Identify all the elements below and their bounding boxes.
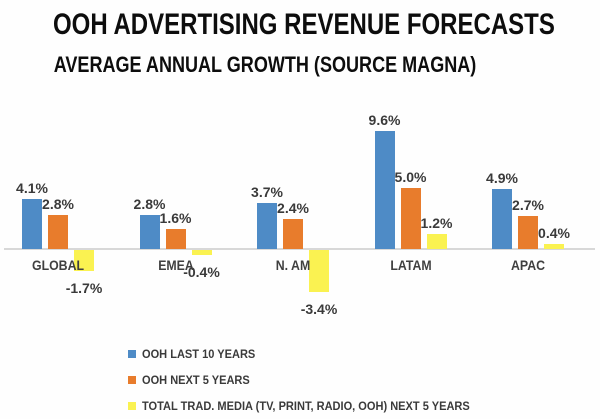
bar-ooh-next-5-years-apac — [518, 215, 538, 249]
legend-label-total-trad-media: TOTAL TRAD. MEDIA (TV, PRINT, RADIO, OOH… — [142, 399, 470, 413]
value-label-total-trad-media-n-am: -3.4% — [300, 300, 338, 317]
bar-total-trad-media-latam — [426, 234, 447, 249]
bar-ooh-next-5-years-global — [48, 214, 68, 249]
legend-swatch-total-trad-media — [128, 402, 136, 410]
legend-swatch-ooh-last-10-years — [128, 350, 136, 358]
value-label-total-trad-media-emea: -0.4% — [183, 263, 220, 280]
chart-header: OOH ADVERTISING REVENUE FORECASTS AVERAG… — [0, 8, 555, 77]
category-label-n-am: N. AM — [275, 257, 311, 273]
bar-ooh-last-10-years-n-am — [257, 203, 277, 249]
bar-ooh-next-5-years-latam — [400, 187, 421, 249]
value-label-ooh-next-5-years-latam: 5.0% — [394, 168, 427, 185]
bar-total-trad-media-apac — [544, 244, 564, 249]
chart-subtitle: AVERAGE ANNUAL GROWTH (SOURCE MAGNA) — [53, 52, 477, 77]
value-label-ooh-next-5-years-apac: 2.7% — [512, 196, 544, 213]
value-label-total-trad-media-latam: 1.2% — [420, 215, 453, 232]
value-label-ooh-next-5-years-global: 2.8% — [42, 195, 74, 212]
bar-ooh-last-10-years-apac — [492, 188, 512, 249]
category-label-apac: APAC — [510, 257, 545, 273]
bar-ooh-next-5-years-n-am — [283, 219, 303, 249]
value-label-ooh-last-10-years-n-am: 3.7% — [251, 184, 283, 201]
category-label-emea: EMEA — [157, 257, 194, 273]
bar-ooh-last-10-years-latam — [374, 130, 395, 249]
x-axis-line — [4, 248, 595, 250]
bar-ooh-last-10-years-global — [22, 198, 42, 249]
legend-label-ooh-last-10-years: OOH LAST 10 YEARS — [142, 347, 256, 361]
legend-swatch-ooh-next-5-years — [128, 376, 136, 384]
bar-ooh-last-10-years-emea — [139, 214, 160, 249]
value-label-total-trad-media-apac: 0.4% — [538, 225, 570, 242]
value-label-ooh-last-10-years-emea: 2.8% — [133, 195, 166, 212]
value-label-total-trad-media-global: -1.7% — [65, 279, 103, 296]
bar-total-trad-media-global — [74, 250, 94, 271]
bar-total-trad-media-emea — [191, 250, 212, 255]
legend: OOH LAST 10 YEARS OOH NEXT 5 YEARS TOTAL T… — [128, 346, 498, 419]
value-label-ooh-last-10-years-apac: 4.9% — [486, 169, 518, 186]
legend-item-ooh-last-10-years: OOH LAST 10 YEARS — [128, 346, 498, 362]
category-label-global: GLOBAL — [31, 257, 85, 273]
value-label-ooh-last-10-years-latam: 9.6% — [368, 111, 401, 128]
category-label-latam: LATAM — [389, 257, 432, 273]
value-label-ooh-next-5-years-emea: 1.6% — [159, 210, 192, 227]
value-label-ooh-last-10-years-global: 4.1% — [16, 179, 48, 196]
bar-total-trad-media-n-am — [309, 250, 329, 292]
legend-label-ooh-next-5-years: OOH NEXT 5 YEARS — [142, 373, 250, 387]
legend-item-ooh-next-5-years: OOH NEXT 5 YEARS — [128, 372, 498, 388]
bar-ooh-next-5-years-emea — [165, 229, 186, 249]
chart-title: OOH ADVERTISING REVENUE FORECASTS — [53, 8, 555, 41]
value-label-ooh-next-5-years-n-am: 2.4% — [277, 200, 309, 217]
legend-item-total-trad-media: TOTAL TRAD. MEDIA (TV, PRINT, RADIO, OOH… — [128, 398, 498, 414]
